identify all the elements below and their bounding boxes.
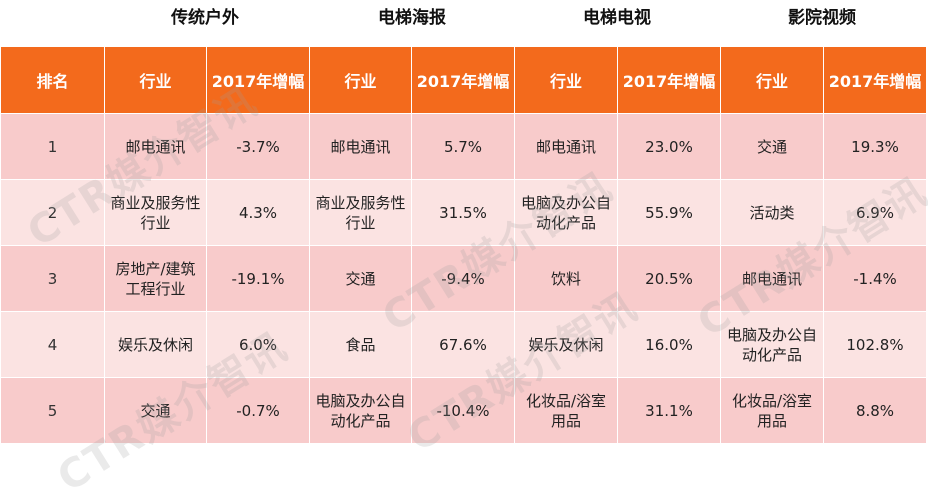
- header-growth: 2017年增幅: [823, 46, 927, 114]
- header-industry: 行业: [104, 46, 207, 114]
- rank-cell: 4: [0, 311, 105, 378]
- industry-cell: 电脑及办公自动化产品: [309, 377, 412, 444]
- group-title-elevator-tv: 电梯电视: [583, 8, 651, 28]
- industry-cell: 饮料: [514, 245, 618, 312]
- industry-growth-table: 排名 行业 2017年增幅 行业 2017年增幅 行业 2017年增幅 行业 2…: [0, 46, 927, 444]
- industry-cell: 邮电通讯: [309, 113, 412, 180]
- growth-cell: 8.8%: [823, 377, 927, 444]
- industry-cell: 邮电通讯: [720, 245, 824, 312]
- group-title-elevator-poster: 电梯海报: [378, 8, 446, 28]
- group-title-outdoor: 传统户外: [171, 8, 239, 28]
- growth-cell: 5.7%: [411, 113, 515, 180]
- growth-cell: 4.3%: [206, 179, 310, 246]
- growth-cell: -3.7%: [206, 113, 310, 180]
- industry-cell: 邮电通讯: [514, 113, 618, 180]
- industry-cell: 食品: [309, 311, 412, 378]
- growth-cell: 16.0%: [617, 311, 721, 378]
- industry-cell: 商业及服务性行业: [104, 179, 207, 246]
- growth-cell: 67.6%: [411, 311, 515, 378]
- industry-cell: 邮电通讯: [104, 113, 207, 180]
- industry-cell: 交通: [104, 377, 207, 444]
- industry-cell: 娱乐及休闲: [514, 311, 618, 378]
- industry-cell: 房地产/建筑工程行业: [104, 245, 207, 312]
- industry-cell: 化妆品/浴室用品: [514, 377, 618, 444]
- industry-cell: 活动类: [720, 179, 824, 246]
- growth-cell: -10.4%: [411, 377, 515, 444]
- header-growth: 2017年增幅: [617, 46, 721, 114]
- rank-cell: 3: [0, 245, 105, 312]
- growth-cell: 6.9%: [823, 179, 927, 246]
- industry-cell: 化妆品/浴室用品: [720, 377, 824, 444]
- header-industry: 行业: [309, 46, 412, 114]
- rank-cell: 2: [0, 179, 105, 246]
- table-row: 5 交通 -0.7% 电脑及办公自动化产品 -10.4% 化妆品/浴室用品 31…: [0, 377, 927, 444]
- header-growth: 2017年增幅: [206, 46, 310, 114]
- growth-cell: 6.0%: [206, 311, 310, 378]
- growth-cell: 55.9%: [617, 179, 721, 246]
- growth-cell: 31.1%: [617, 377, 721, 444]
- industry-cell: 娱乐及休闲: [104, 311, 207, 378]
- header-growth: 2017年增幅: [411, 46, 515, 114]
- group-header: 传统户外 电梯海报 电梯电视 影院视频: [0, 0, 928, 46]
- industry-cell: 电脑及办公自动化产品: [514, 179, 618, 246]
- industry-cell: 商业及服务性行业: [309, 179, 412, 246]
- growth-cell: 20.5%: [617, 245, 721, 312]
- growth-cell: -0.7%: [206, 377, 310, 444]
- growth-cell: 19.3%: [823, 113, 927, 180]
- growth-cell: 23.0%: [617, 113, 721, 180]
- table-row: 1 邮电通讯 -3.7% 邮电通讯 5.7% 邮电通讯 23.0% 交通 19.…: [0, 113, 927, 180]
- growth-cell: 31.5%: [411, 179, 515, 246]
- header-rank: 排名: [0, 46, 105, 114]
- growth-cell: -19.1%: [206, 245, 310, 312]
- table-row: 3 房地产/建筑工程行业 -19.1% 交通 -9.4% 饮料 20.5% 邮电…: [0, 245, 927, 312]
- industry-cell: 电脑及办公自动化产品: [720, 311, 824, 378]
- rank-cell: 5: [0, 377, 105, 444]
- growth-cell: 102.8%: [823, 311, 927, 378]
- growth-cell: -1.4%: [823, 245, 927, 312]
- header-industry: 行业: [720, 46, 824, 114]
- industry-cell: 交通: [720, 113, 824, 180]
- industry-cell: 交通: [309, 245, 412, 312]
- table-row: 4 娱乐及休闲 6.0% 食品 67.6% 娱乐及休闲 16.0% 电脑及办公自…: [0, 311, 927, 378]
- header-industry: 行业: [514, 46, 618, 114]
- table-header-row: 排名 行业 2017年增幅 行业 2017年增幅 行业 2017年增幅 行业 2…: [0, 46, 927, 114]
- table-row: 2 商业及服务性行业 4.3% 商业及服务性行业 31.5% 电脑及办公自动化产…: [0, 179, 927, 246]
- group-title-cinema-video: 影院视频: [788, 8, 856, 28]
- rank-cell: 1: [0, 113, 105, 180]
- growth-cell: -9.4%: [411, 245, 515, 312]
